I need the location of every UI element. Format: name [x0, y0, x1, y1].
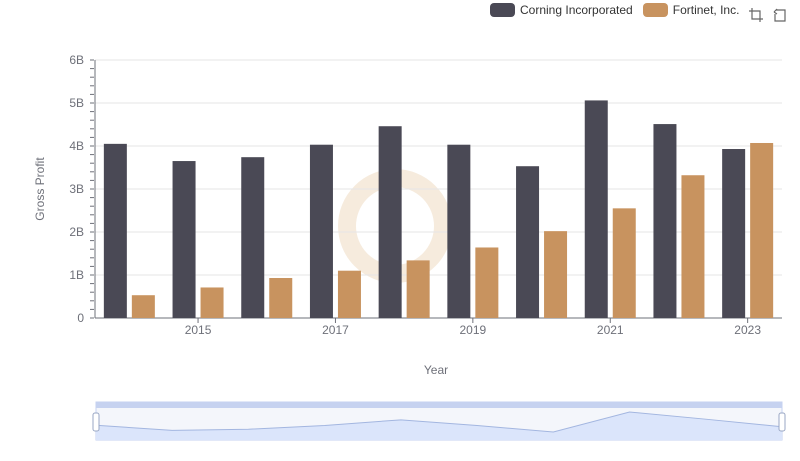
- bar-corning-2019: [447, 144, 471, 318]
- zoom-line: [95, 411, 783, 433]
- bar-corning-2022: [653, 124, 677, 318]
- zoom-handle-right[interactable]: [778, 412, 786, 432]
- y-axis-title: Gross Profit: [33, 157, 47, 221]
- zoom-area: [96, 412, 782, 440]
- x-tick-label: 2017: [322, 323, 349, 337]
- bar-fortinet-2017: [337, 270, 361, 318]
- restore-icon[interactable]: [772, 7, 788, 23]
- bar-fortinet-2019: [475, 247, 499, 318]
- x-axis-title: Year: [424, 363, 448, 377]
- toolbox: [748, 7, 788, 23]
- bar-corning-2023: [722, 149, 746, 318]
- bar-corning-2017: [309, 144, 333, 318]
- zoom-top-bar: [96, 402, 782, 408]
- bar-corning-2021: [584, 100, 608, 318]
- legend-item-fortinet[interactable]: Fortinet, Inc.: [642, 3, 740, 17]
- y-tick-label: 6B: [69, 53, 84, 67]
- bar-fortinet-2022: [681, 175, 705, 318]
- zoom-handle-left[interactable]: [92, 412, 100, 432]
- y-tick-label: 3B: [69, 182, 84, 196]
- bar-corning-2018: [378, 126, 402, 318]
- legend-label-corning: Corning Incorporated: [520, 3, 633, 17]
- x-tick-label: 2021: [597, 323, 624, 337]
- x-tick-label: 2023: [734, 323, 761, 337]
- legend-swatch-fortinet: [642, 3, 668, 17]
- y-tick-label: 0: [77, 311, 84, 325]
- bar-fortinet-2015: [200, 287, 224, 318]
- y-tick-label: 4B: [69, 139, 84, 153]
- bar-corning-2015: [172, 161, 196, 318]
- legend-item-corning[interactable]: Corning Incorporated: [490, 3, 633, 17]
- y-tick-label: 1B: [69, 268, 84, 282]
- legend-label-fortinet: Fortinet, Inc.: [672, 3, 740, 17]
- bar-corning-2020: [516, 166, 540, 318]
- zoom-icon[interactable]: [748, 7, 764, 23]
- legend: Corning Incorporated Fortinet, Inc.: [490, 3, 749, 17]
- legend-swatch-corning: [490, 3, 515, 17]
- bar-fortinet-2014: [131, 295, 155, 318]
- bar-fortinet-2020: [544, 231, 568, 318]
- y-tick-label: 5B: [69, 96, 84, 110]
- bar-fortinet-2018: [406, 260, 430, 318]
- y-tick-label: 2B: [69, 225, 84, 239]
- bar-fortinet-2016: [269, 278, 293, 318]
- x-tick-label: 2015: [185, 323, 212, 337]
- bar-fortinet-2023: [750, 142, 774, 318]
- bar-corning-2014: [103, 143, 127, 318]
- bar-fortinet-2021: [612, 208, 636, 318]
- bar-corning-2016: [241, 157, 265, 318]
- x-tick-label: 2019: [459, 323, 486, 337]
